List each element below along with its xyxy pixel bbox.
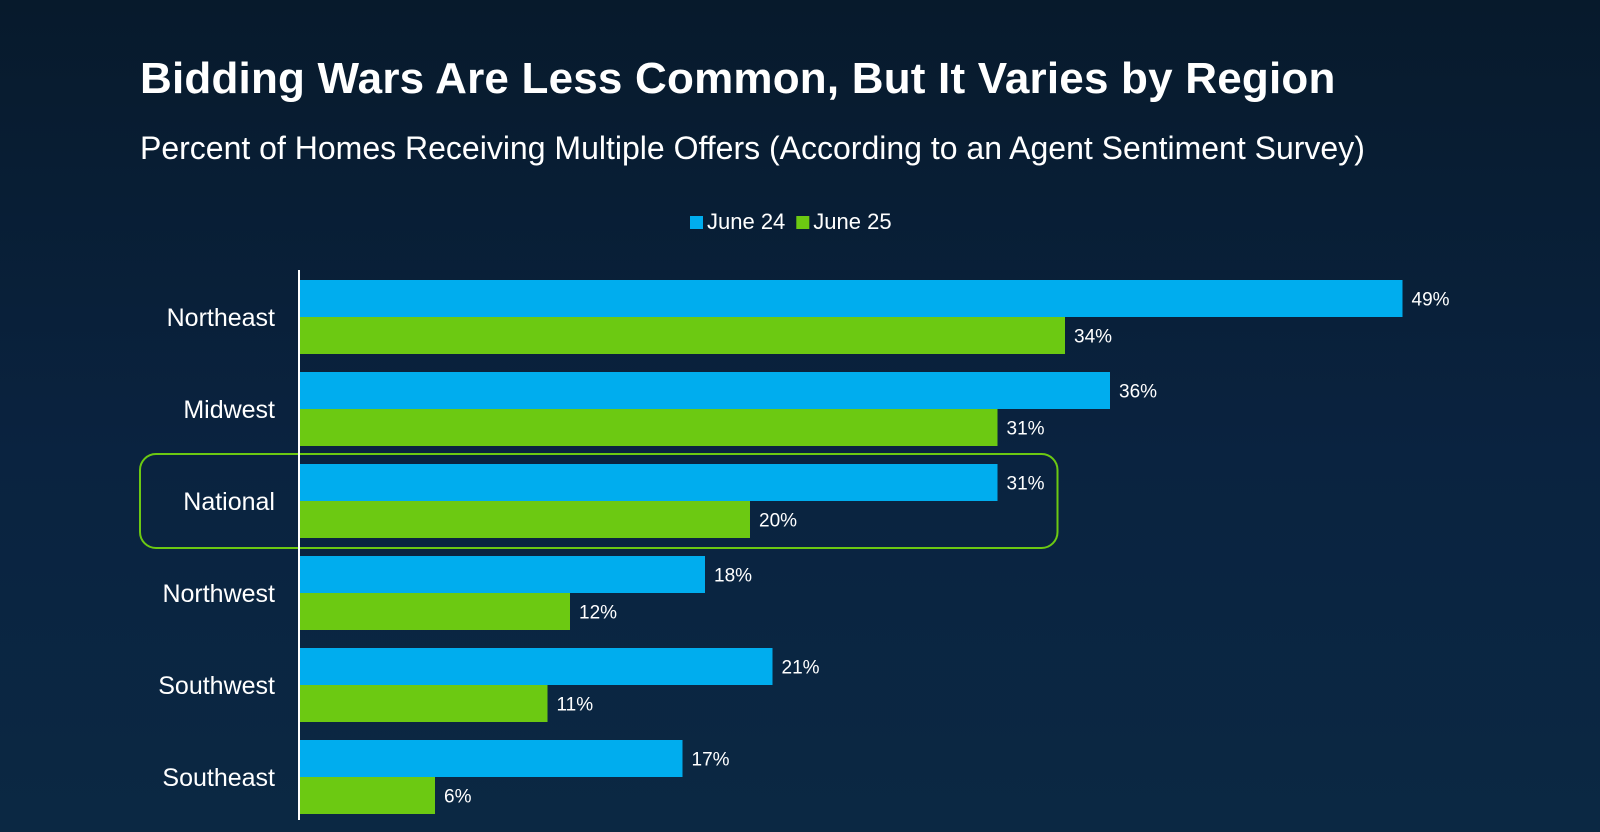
category-label-southwest: Southwest <box>158 672 275 700</box>
bar-northeast-june-25 <box>300 317 1065 354</box>
value-label-southwest-june-24: 21% <box>782 658 820 679</box>
value-label-national-june-24: 31% <box>1007 474 1045 495</box>
bar-northwest-june-25 <box>300 593 570 630</box>
legend-label-june-25: June 25 <box>813 209 891 234</box>
bar-southwest-june-25 <box>300 685 548 722</box>
highlight-box-national <box>139 453 1059 549</box>
value-label-northwest-june-25: 12% <box>579 603 617 624</box>
value-label-national-june-25: 20% <box>759 511 797 532</box>
category-label-northwest: Northwest <box>162 580 275 608</box>
value-label-midwest-june-25: 31% <box>1007 419 1045 440</box>
value-label-northwest-june-24: 18% <box>714 566 752 587</box>
category-label-national: National <box>183 488 275 516</box>
value-label-northeast-june-25: 34% <box>1074 327 1112 348</box>
category-label-southeast: Southeast <box>162 764 275 792</box>
legend-label-june-24: June 24 <box>707 209 785 234</box>
bar-northeast-june-24 <box>300 280 1403 317</box>
bar-midwest-june-25 <box>300 409 998 446</box>
bars-group <box>300 280 1403 814</box>
category-label-northeast: Northeast <box>167 304 275 332</box>
bar-southeast-june-24 <box>300 740 683 777</box>
value-label-southeast-june-25: 6% <box>444 787 472 808</box>
chart-title: Bidding Wars Are Less Common, But It Var… <box>140 54 1336 103</box>
bar-midwest-june-24 <box>300 372 1110 409</box>
highlight-group <box>139 453 1059 549</box>
bar-southeast-june-25 <box>300 777 435 814</box>
legend: June 24 June 25 <box>690 209 892 234</box>
value-label-midwest-june-24: 36% <box>1119 382 1157 403</box>
legend-swatch-june-25 <box>796 216 810 229</box>
labels-group: Northeast 49% 34% Midwest 36% 31% National 31% 2… <box>158 290 1449 808</box>
value-label-southwest-june-25: 11% <box>557 695 594 716</box>
chart-subtitle: Percent of Homes Receiving Multiple Offe… <box>140 130 1365 166</box>
category-label-midwest: Midwest <box>183 396 275 424</box>
bar-southwest-june-24 <box>300 648 773 685</box>
value-label-southeast-june-24: 17% <box>692 750 730 771</box>
bar-national-june-24 <box>300 464 998 501</box>
value-label-northeast-june-24: 49% <box>1412 290 1450 311</box>
legend-swatch-june-24 <box>690 216 703 229</box>
bar-northwest-june-24 <box>300 556 705 593</box>
bar-national-june-25 <box>300 501 750 538</box>
